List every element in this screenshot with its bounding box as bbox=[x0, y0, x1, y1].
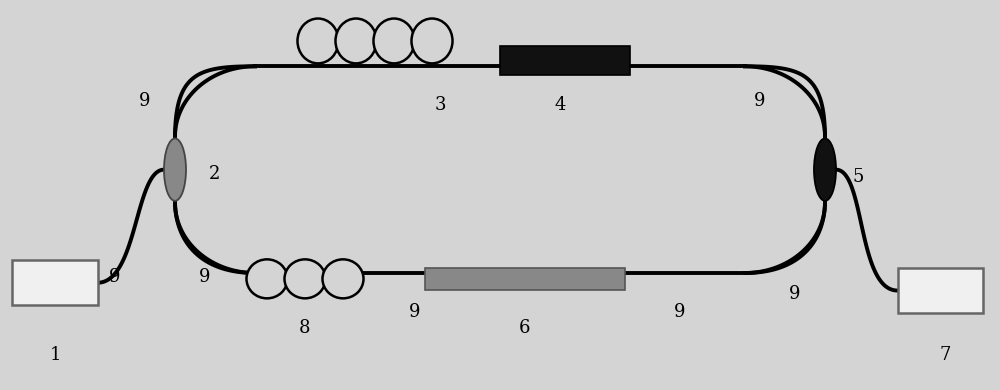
Text: 5: 5 bbox=[852, 168, 864, 186]
Text: 9: 9 bbox=[199, 268, 211, 286]
Ellipse shape bbox=[164, 138, 186, 201]
Text: 9: 9 bbox=[139, 92, 151, 110]
Ellipse shape bbox=[322, 259, 364, 298]
Ellipse shape bbox=[411, 18, 453, 63]
Text: 9: 9 bbox=[674, 303, 686, 321]
Text: 9: 9 bbox=[754, 92, 766, 110]
Ellipse shape bbox=[297, 18, 339, 63]
Text: 7: 7 bbox=[939, 346, 951, 364]
Ellipse shape bbox=[284, 259, 326, 298]
Text: 6: 6 bbox=[519, 319, 531, 337]
Bar bbox=[425, 268, 625, 289]
Bar bbox=[12, 261, 98, 305]
Ellipse shape bbox=[814, 138, 836, 201]
Bar bbox=[898, 268, 982, 313]
Text: 1: 1 bbox=[49, 346, 61, 364]
Text: 3: 3 bbox=[434, 96, 446, 114]
Text: 9: 9 bbox=[789, 285, 801, 303]
Text: 4: 4 bbox=[554, 96, 566, 114]
Ellipse shape bbox=[373, 18, 415, 63]
Ellipse shape bbox=[246, 259, 288, 298]
Text: 9: 9 bbox=[109, 268, 121, 286]
Ellipse shape bbox=[335, 18, 377, 63]
Text: 2: 2 bbox=[209, 165, 221, 183]
Text: 8: 8 bbox=[299, 319, 311, 337]
Text: 9: 9 bbox=[409, 303, 421, 321]
Bar bbox=[500, 46, 630, 75]
